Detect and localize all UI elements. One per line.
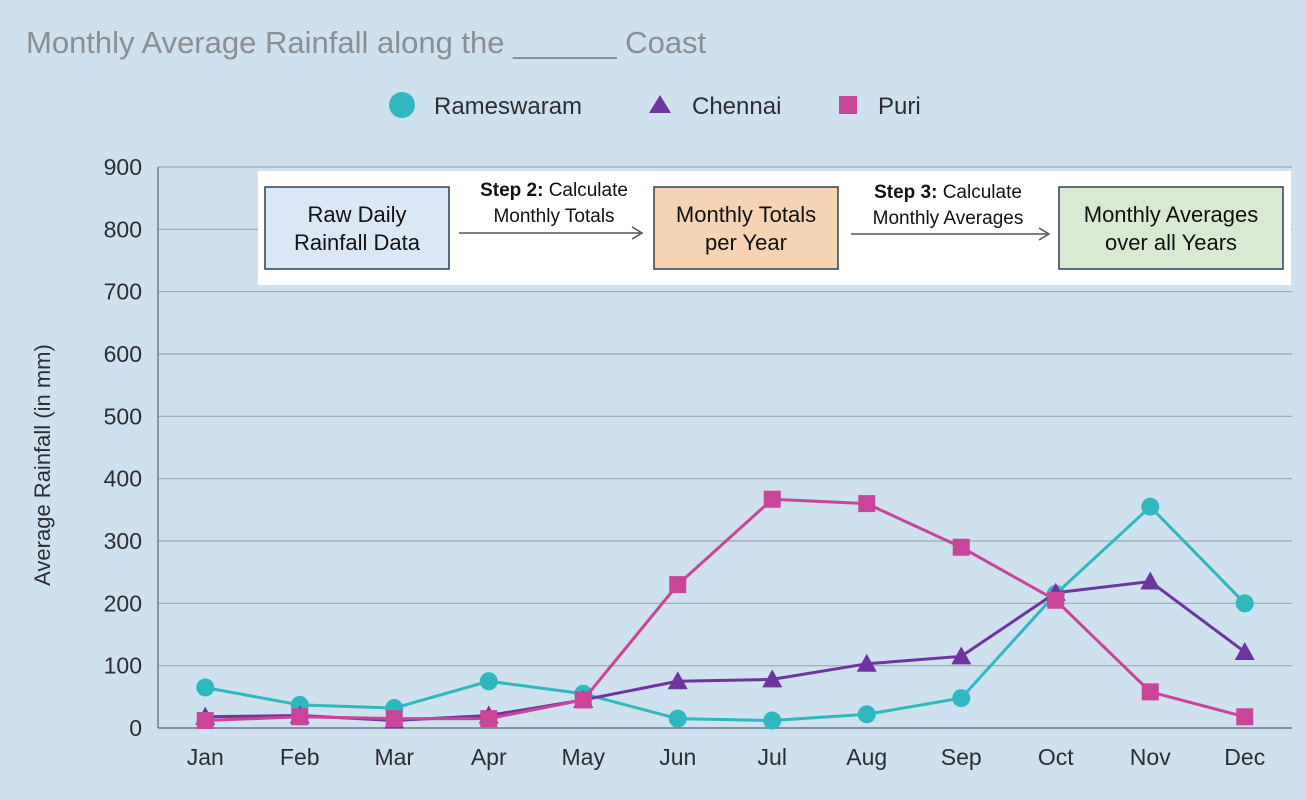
chart-title: Monthly Average Rainfall along the _____… — [26, 25, 707, 60]
y-tick-label: 500 — [104, 403, 142, 429]
data-point-chennai — [856, 653, 877, 672]
y-tick-label: 700 — [104, 279, 142, 305]
data-point-puri — [858, 495, 876, 513]
series-puri — [196, 490, 1254, 730]
flow-box-raw-data-line1: Raw Daily — [307, 202, 406, 227]
x-tick-label: Dec — [1224, 744, 1265, 770]
data-point-puri — [196, 712, 214, 730]
data-point-rameswaram — [479, 672, 498, 691]
x-tick-label: Jun — [659, 744, 696, 770]
x-tick-label: Aug — [846, 744, 887, 770]
series-line-chennai — [205, 580, 1246, 723]
series-line-puri — [205, 497, 1246, 723]
step3-rest: Calculate — [937, 182, 1022, 203]
flow-box-raw-data — [264, 186, 450, 270]
x-tick-label: Nov — [1130, 744, 1171, 770]
flow-box-monthly-totals-line1: Monthly Totals — [676, 202, 816, 227]
legend-label-rameswaram: Rameswaram — [434, 93, 582, 120]
flow-box-raw-data-line2: Rainfall Data — [294, 230, 421, 255]
step2-rest: Calculate — [543, 180, 628, 201]
data-point-puri — [291, 708, 309, 726]
y-tick-label: 900 — [104, 154, 142, 180]
step2-bold: Step 2: — [480, 180, 543, 201]
legend-label-chennai: Chennai — [692, 93, 781, 120]
flow-box-monthly-totals — [653, 186, 839, 270]
y-tick-label: 0 — [129, 715, 142, 741]
flow-box-monthly-averages — [1058, 186, 1284, 270]
y-axis-ticks: 0 100 200 300 400 500 600 700 800 900 — [104, 154, 142, 741]
x-tick-label: Jan — [187, 744, 224, 770]
step2-line2: Monthly Totals — [493, 206, 614, 227]
data-point-rameswaram — [1235, 594, 1254, 613]
data-point-rameswaram — [196, 678, 215, 697]
series-line-rameswaram — [204, 505, 1246, 723]
y-tick-label: 600 — [104, 341, 142, 367]
series-layer — [195, 490, 1255, 730]
data-point-chennai — [951, 646, 972, 665]
data-point-puri — [1236, 708, 1254, 726]
data-point-chennai — [667, 671, 688, 690]
data-point-rameswaram — [668, 709, 687, 728]
data-point-chennai — [1234, 641, 1255, 660]
flow-box-monthly-averages-line1: Monthly Averages — [1084, 202, 1258, 227]
data-point-puri — [1047, 591, 1065, 609]
data-point-puri — [1141, 683, 1159, 701]
arrow-step3-head — [1038, 227, 1051, 241]
data-point-rameswaram — [763, 711, 782, 730]
data-point-puri — [763, 490, 781, 508]
legend: Rameswaram Chennai Puri — [389, 92, 921, 120]
step3-label: Step 3: Calculate — [874, 182, 1022, 203]
data-point-puri — [480, 710, 498, 728]
series-rameswaram — [196, 497, 1254, 730]
x-tick-label: Apr — [471, 744, 507, 770]
data-point-puri — [574, 691, 592, 709]
legend-marker-puri — [839, 96, 857, 114]
legend-marker-rameswaram — [389, 92, 415, 118]
x-axis-ticks: Jan Feb Mar Apr May Jun Jul Aug Sep Oct Nov Dec — [187, 744, 1266, 770]
legend-label-puri: Puri — [878, 93, 921, 120]
series-chennai — [195, 571, 1255, 729]
y-tick-label: 200 — [104, 590, 142, 616]
step3-bold: Step 3: — [874, 182, 937, 203]
step2-label: Step 2: Calculate — [480, 180, 628, 201]
flow-box-monthly-totals-line2: per Year — [705, 230, 787, 255]
x-tick-label: May — [562, 744, 606, 770]
legend-marker-chennai — [649, 95, 671, 113]
y-tick-label: 100 — [104, 653, 142, 679]
x-tick-label: Sep — [941, 744, 982, 770]
data-point-rameswaram — [952, 689, 971, 708]
y-tick-label: 800 — [104, 216, 142, 242]
data-point-rameswaram — [1141, 497, 1160, 516]
flow-box-monthly-averages-line2: over all Years — [1105, 230, 1237, 255]
flow-diagram: Raw Daily Rainfall Data Step 2: Calculat… — [258, 171, 1291, 285]
y-tick-label: 300 — [104, 528, 142, 554]
x-tick-label: Oct — [1038, 744, 1074, 770]
y-tick-label: 400 — [104, 466, 142, 492]
data-point-rameswaram — [857, 705, 876, 724]
data-point-puri — [952, 538, 970, 556]
step3-line2: Monthly Averages — [873, 208, 1024, 229]
x-tick-label: Mar — [374, 744, 414, 770]
x-tick-label: Jul — [758, 744, 787, 770]
arrow-step2-head — [631, 226, 644, 240]
data-point-puri — [669, 576, 687, 594]
x-tick-label: Feb — [280, 744, 320, 770]
y-axis-label: Average Rainfall (in mm) — [30, 344, 55, 586]
data-point-chennai — [1140, 571, 1161, 590]
data-point-puri — [385, 710, 403, 728]
data-point-chennai — [762, 669, 783, 688]
